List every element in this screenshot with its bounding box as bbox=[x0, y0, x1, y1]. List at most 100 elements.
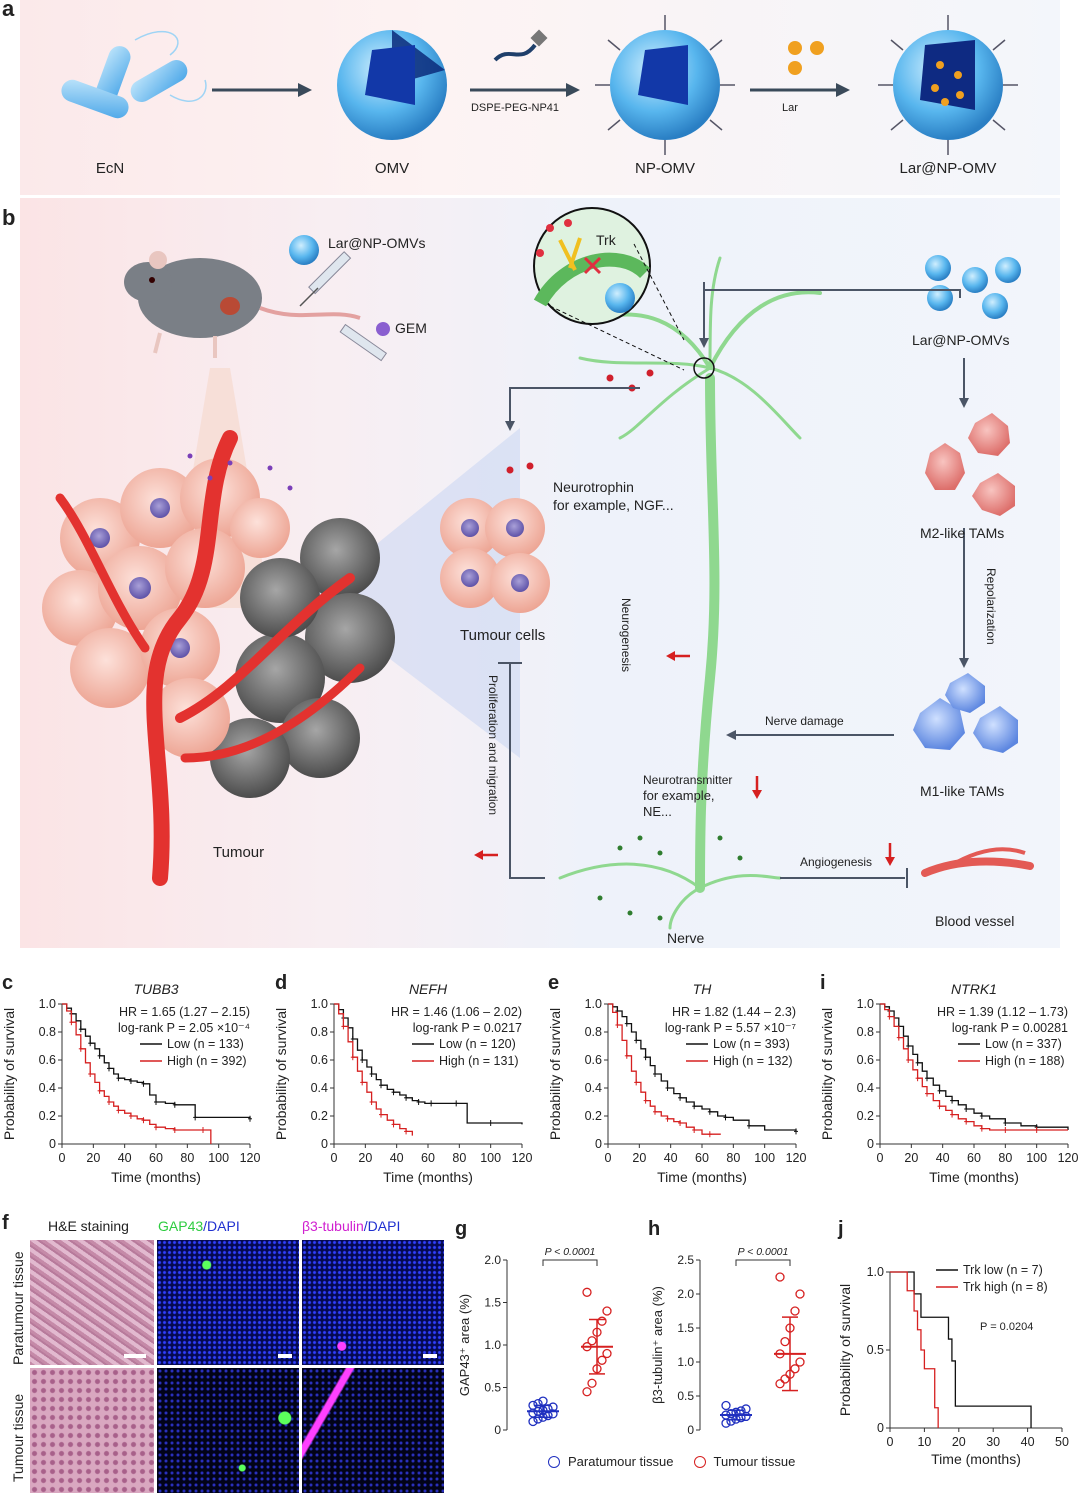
legend-tumour-marker bbox=[693, 1455, 706, 1468]
x-tick-label: 20 bbox=[952, 1435, 966, 1449]
label-neurotransmitter-line3: NE... bbox=[643, 804, 672, 819]
f-col-gap43-marker: GAP43 bbox=[158, 1218, 204, 1234]
data-point bbox=[533, 1398, 543, 1409]
f-col-b3-dapi: /DAPI bbox=[363, 1218, 401, 1234]
y-axis-label: Probability of survival bbox=[273, 1008, 289, 1140]
y-tick-label: 0.2 bbox=[39, 1109, 56, 1123]
annotation: HR = 1.46 (1.06 – 2.02) bbox=[391, 1005, 522, 1019]
x-tick-label: 20 bbox=[904, 1151, 918, 1165]
lar-np-omv-sphere bbox=[878, 15, 1018, 155]
x-tick-label: 50 bbox=[1055, 1435, 1069, 1449]
legend-label: Low (n = 337) bbox=[985, 1037, 1062, 1051]
km-curve-trk-high bbox=[890, 1271, 939, 1428]
nerve-illustration bbox=[558, 256, 822, 930]
panel-letter-h: h bbox=[648, 1218, 661, 1240]
y-tick-label: 1.0 bbox=[677, 1355, 694, 1369]
km-chart-th: 0 20 40 60 80 100 120 0 0.2 0.4 0.6 0.8 1.0 TH Time (m… bbox=[547, 981, 807, 1185]
y-tick-label: 0.6 bbox=[857, 1053, 874, 1067]
x-tick-label: 60 bbox=[967, 1151, 981, 1165]
chart-title: TH bbox=[693, 981, 713, 997]
label-lar-np-omv: Lar@NP-OMV bbox=[899, 160, 997, 177]
x-tick-label: 120 bbox=[1058, 1151, 1079, 1165]
label-tumour-cells: Tumour cells bbox=[460, 627, 546, 644]
x-tick-label: 120 bbox=[786, 1151, 807, 1165]
arrow-label-dspe: DSPE-PEG-NP41 bbox=[470, 102, 560, 114]
annotation: HR = 1.82 (1.44 – 2.3) bbox=[672, 1005, 796, 1019]
y-tick-label: 0 bbox=[867, 1137, 874, 1151]
y-tick-label: 0.4 bbox=[857, 1081, 874, 1095]
ecn-bacteria-illustration bbox=[61, 30, 207, 119]
data-point bbox=[775, 1272, 785, 1282]
y-tick-label: 0.6 bbox=[39, 1053, 56, 1067]
y-tick-label: 0.8 bbox=[857, 1025, 874, 1039]
micrograph-he-tumour bbox=[30, 1368, 154, 1493]
panel-letter-e: e bbox=[548, 972, 560, 994]
y-tick-label: 0.2 bbox=[311, 1109, 328, 1123]
x-tick-label: 60 bbox=[695, 1151, 709, 1165]
km-chart-trk: 0 10 20 30 40 50 0 0.5 1.0 Time (months) Probabili… bbox=[837, 1263, 1069, 1467]
data-point bbox=[780, 1374, 790, 1384]
label-neurotrophin: Neurotrophin for example, NGF... bbox=[553, 478, 674, 514]
omv-cluster bbox=[925, 255, 1021, 319]
y-axis-label: Probability of survival bbox=[547, 1008, 563, 1140]
micrograph-b3-paratumour bbox=[302, 1240, 444, 1365]
y-tick-label: 0.4 bbox=[39, 1081, 56, 1095]
x-tick-label: 80 bbox=[998, 1151, 1012, 1165]
y-tick-label: 0.2 bbox=[857, 1109, 874, 1123]
y-tick-label: 0.6 bbox=[585, 1053, 602, 1067]
label-angiogenesis: Angiogenesis bbox=[800, 855, 873, 869]
km-chart-nefh: 0 20 40 60 80 100 120 0 0.2 0.4 0.6 0.8 1.0 NEFH Time … bbox=[273, 981, 532, 1185]
panel-letter-d: d bbox=[275, 972, 288, 994]
legend-label: High (n = 132) bbox=[713, 1054, 793, 1068]
x-tick-label: 0 bbox=[887, 1435, 894, 1449]
x-axis-label: Time (months) bbox=[657, 1169, 747, 1185]
y-tick-label: 0.5 bbox=[677, 1389, 694, 1403]
x-tick-label: 100 bbox=[480, 1151, 501, 1165]
y-tick-label: 2.0 bbox=[677, 1287, 694, 1301]
y-tick-label: 2.0 bbox=[484, 1253, 501, 1267]
panel-letter-b: b bbox=[2, 205, 16, 230]
legend-para-marker bbox=[548, 1455, 560, 1468]
data-point bbox=[780, 1336, 790, 1347]
legend-label: Trk low (n = 7) bbox=[963, 1263, 1043, 1277]
y-tick-label: 0.5 bbox=[867, 1343, 884, 1357]
y-tick-label: 0.4 bbox=[311, 1081, 328, 1095]
legend-label: High (n = 131) bbox=[439, 1054, 519, 1068]
label-trk: Trk bbox=[596, 232, 616, 248]
chart-title: NEFH bbox=[409, 981, 448, 997]
y-axis-label: Probability of survival bbox=[819, 1008, 835, 1140]
label-neurotransmitter: Neurotransmitter for example, NE... bbox=[643, 772, 732, 820]
y-tick-label: 0.2 bbox=[585, 1109, 602, 1123]
label-tumour: Tumour bbox=[213, 844, 265, 861]
label-neurotransmitter-line1: Neurotransmitter bbox=[643, 773, 733, 787]
y-tick-label: 1.0 bbox=[585, 997, 602, 1011]
panel-letter-i: i bbox=[820, 972, 826, 994]
scale-bar-b3 bbox=[423, 1354, 437, 1358]
y-tick-label: 1.5 bbox=[677, 1321, 694, 1335]
x-tick-label: 20 bbox=[632, 1151, 646, 1165]
panel-letter-a: a bbox=[2, 0, 15, 21]
f-col-b3-marker: β3-tubulin bbox=[302, 1218, 364, 1234]
p-value: P = 0.0204 bbox=[980, 1321, 1033, 1333]
p-value: P < 0.0001 bbox=[545, 1246, 596, 1258]
x-tick-label: 0 bbox=[331, 1151, 338, 1165]
y-tick-label: 0 bbox=[49, 1137, 56, 1151]
micrograph-b3-tumour bbox=[302, 1368, 444, 1493]
x-tick-label: 40 bbox=[936, 1151, 950, 1165]
y-tick-label: 0 bbox=[877, 1421, 884, 1435]
m1-tams bbox=[913, 673, 1018, 753]
y-axis-label: GAP43⁺ area (%) bbox=[457, 1294, 472, 1396]
f-row-paratumour: Paratumour tissue bbox=[10, 1251, 26, 1365]
km-chart-tubb3: 0 20 40 60 80 100 120 0 0.2 0.4 0.6 0.8 1.0 TUBB3 Time… bbox=[1, 981, 260, 1185]
data-point bbox=[775, 1379, 785, 1389]
x-tick-label: 80 bbox=[452, 1151, 466, 1165]
data-point bbox=[597, 1316, 607, 1326]
x-tick-label: 60 bbox=[149, 1151, 163, 1165]
data-point bbox=[795, 1357, 805, 1367]
x-axis-label: Time (months) bbox=[383, 1169, 473, 1185]
y-axis-label: β3-tubulin⁺ area (%) bbox=[650, 1286, 665, 1404]
label-injection-omvs: Lar@NP-OMVs bbox=[328, 235, 426, 251]
x-tick-label: 0 bbox=[877, 1151, 884, 1165]
x-axis-label: Time (months) bbox=[931, 1451, 1021, 1467]
data-point bbox=[597, 1355, 607, 1365]
